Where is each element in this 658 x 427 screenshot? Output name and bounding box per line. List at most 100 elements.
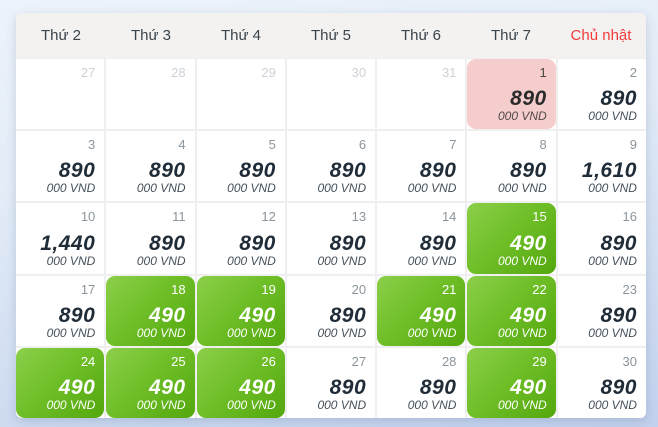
day-cell-6[interactable]: 6 890 000 VND	[286, 131, 376, 202]
price-block: 890 000 VND	[498, 160, 547, 195]
price-unit: 000 VND	[588, 325, 637, 340]
cheap-day-highlight	[16, 347, 105, 418]
price-value: 890	[600, 375, 637, 399]
day-number: 16	[622, 209, 637, 225]
price-value: 890	[600, 303, 637, 327]
day-cell-22[interactable]: 22 490 000 VND	[467, 275, 556, 346]
price-value: 890	[329, 375, 367, 399]
day-cell-31: 31	[377, 59, 466, 130]
day-cell-15[interactable]: 15 490 000 VND	[467, 203, 556, 274]
day-cell-21[interactable]: 21 490 000 VND	[377, 275, 466, 346]
day-cell-1[interactable]: 1 890 000 VND	[467, 59, 556, 130]
price-block: 890 000 VND	[588, 303, 637, 340]
price-unit: 000 VND	[227, 181, 276, 196]
price-unit: 000 VND	[317, 253, 367, 268]
price-block: 890 000 VND	[137, 232, 186, 268]
price-value: 490	[419, 303, 457, 327]
price-value: 890	[600, 231, 637, 255]
day-cell-5[interactable]: 5 890 000 VND	[196, 131, 285, 202]
price-value: 890	[239, 231, 276, 255]
price-unit: 000 VND	[407, 397, 457, 412]
price-block: 490 000 VND	[227, 375, 276, 412]
day-number: 25	[171, 353, 186, 369]
price-block: 890 000 VND	[317, 304, 367, 340]
day-cell-25[interactable]: 25 490 000 VND	[106, 347, 195, 418]
price-unit: 000 VND	[407, 325, 457, 340]
price-value: 890	[239, 159, 276, 183]
selected-day-highlight	[467, 59, 556, 130]
day-cell-19[interactable]: 19 490 000 VND	[196, 275, 285, 346]
price-block: 490 000 VND	[227, 303, 276, 340]
day-cell-18[interactable]: 18 490 000 VND	[106, 275, 195, 346]
day-cell-26[interactable]: 26 490 000 VND	[196, 347, 285, 418]
price-block: 890 000 VND	[408, 160, 457, 195]
day-cell-17[interactable]: 17 890 000 VND	[16, 275, 105, 346]
price-value: 490	[239, 303, 276, 327]
weekday-label-6: Thứ 7	[490, 27, 532, 44]
day-number: 18	[171, 281, 186, 297]
day-number: 19	[261, 281, 276, 297]
cheap-day-highlight	[467, 203, 556, 274]
day-cell-12[interactable]: 12 890 000 VND	[196, 203, 285, 274]
day-cell-29[interactable]: 29 490 000 VND	[467, 347, 556, 418]
day-cell-2[interactable]: 2 890 000 VND	[557, 59, 646, 130]
price-unit: 000 VND	[317, 397, 367, 412]
day-cell-16[interactable]: 16 890 000 VND	[557, 203, 646, 274]
price-unit: 000 VND	[498, 181, 547, 196]
day-cell-4[interactable]: 4 890 000 VND	[106, 131, 195, 202]
calendar-grid: 27 28 29 30 31 1 890 000 VND 2 890 000 VND 3 890 000 …	[16, 58, 646, 418]
price-value: 890	[149, 159, 186, 183]
price-unit: 000 VND	[136, 397, 186, 412]
day-cell-8[interactable]: 8 890 000 VND	[467, 131, 556, 202]
cheap-day-highlight	[196, 275, 285, 346]
price-unit: 000 VND	[317, 181, 367, 196]
price-block: 890 000 VND	[317, 375, 367, 412]
price-unit: 000 VND	[588, 181, 637, 196]
day-number: 12	[261, 209, 276, 225]
day-number: 26	[261, 353, 276, 369]
day-number: 17	[80, 281, 96, 297]
price-unit: 000 VND	[46, 325, 96, 340]
day-number: 23	[622, 281, 637, 297]
price-block: 490 000 VND	[498, 376, 547, 412]
day-number: 13	[351, 209, 367, 225]
price-value: 490	[239, 375, 276, 399]
day-cell-23[interactable]: 23 890 000 VND	[557, 275, 646, 346]
price-block: 890 000 VND	[47, 160, 96, 195]
day-cell-20[interactable]: 20 890 000 VND	[286, 275, 376, 346]
day-cell-27[interactable]: 27 890 000 VND	[286, 347, 376, 418]
day-cell-30[interactable]: 30 890 000 VND	[557, 347, 646, 418]
day-cell-13[interactable]: 13 890 000 VND	[286, 203, 376, 274]
day-number: 24	[80, 353, 96, 369]
price-block: 890 000 VND	[498, 88, 547, 123]
day-cell-9[interactable]: 9 1,610 000 VND	[557, 131, 646, 202]
day-cell-11[interactable]: 11 890 000 VND	[106, 203, 195, 274]
day-cell-3[interactable]: 3 890 000 VND	[16, 131, 105, 202]
day-cell-7[interactable]: 7 890 000 VND	[377, 131, 466, 202]
weekday-label-3: Thứ 4	[220, 27, 262, 44]
day-number: 3	[88, 137, 96, 153]
day-cell-10[interactable]: 10 1,440 000 VND	[16, 203, 105, 274]
day-number: 27	[80, 65, 96, 80]
day-number: 6	[358, 137, 367, 153]
day-number: 22	[532, 281, 547, 297]
price-unit: 000 VND	[588, 253, 637, 268]
price-unit: 000 VND	[498, 253, 547, 268]
day-number: 21	[441, 281, 457, 297]
price-block: 890 000 VND	[227, 231, 276, 268]
day-number: 29	[532, 353, 547, 369]
day-number: 8	[539, 137, 547, 153]
price-block: 890 000 VND	[588, 231, 637, 268]
price-value: 890	[419, 159, 457, 183]
price-unit: 000 VND	[317, 325, 367, 340]
day-cell-24[interactable]: 24 490 000 VND	[16, 347, 105, 418]
day-cell-14[interactable]: 14 890 000 VND	[377, 203, 466, 274]
price-unit: 000 VND	[407, 253, 457, 268]
price-value: 1,610	[581, 159, 637, 183]
cheap-day-highlight	[377, 275, 466, 346]
weekday-label-2: Thứ 3	[130, 27, 172, 44]
day-cell-28[interactable]: 28 890 000 VND	[377, 347, 466, 418]
cheap-day-highlight	[467, 275, 556, 346]
day-number: 9	[629, 137, 637, 153]
day-number: 4	[178, 137, 186, 153]
